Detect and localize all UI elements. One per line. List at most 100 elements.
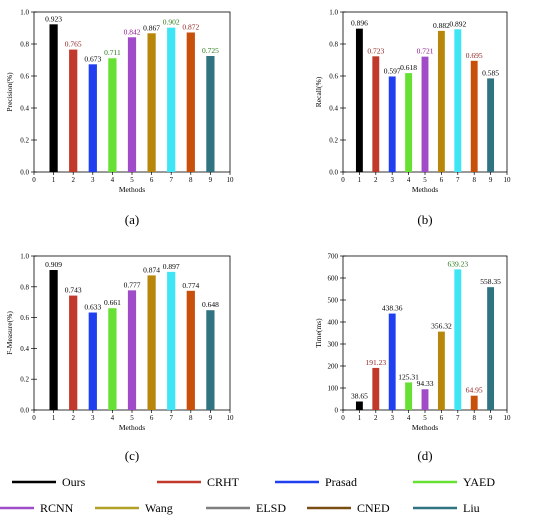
legend-label: CNED: [357, 501, 390, 515]
data-label: 0.725: [202, 46, 219, 55]
x-tick-label: 10: [504, 414, 512, 422]
y-tick-label: 1.0: [20, 253, 29, 261]
panel-letter: (d): [417, 448, 432, 463]
x-tick-label: 6: [440, 414, 444, 422]
x-tick-label: 0: [32, 414, 36, 422]
x-tick-label: 8: [472, 176, 476, 184]
data-label: 0.721: [417, 47, 434, 56]
x-tick-label: 3: [390, 176, 394, 184]
data-label: 0.723: [367, 46, 384, 55]
data-label: 0.909: [45, 260, 62, 269]
data-label: 0.673: [84, 54, 101, 63]
bar: [388, 76, 396, 172]
bar: [470, 60, 478, 172]
bar: [421, 389, 429, 410]
data-label: 0.842: [124, 27, 141, 36]
y-tick-label: 0.6: [20, 314, 29, 322]
bar: [108, 58, 117, 172]
data-label: 0.874: [143, 265, 160, 274]
bar: [69, 49, 78, 172]
y-tick-label: 0.8: [20, 283, 29, 291]
data-label: 94.33: [417, 379, 434, 388]
legend-item: YAED: [413, 475, 495, 489]
y-tick-label: 0.8: [20, 41, 29, 49]
bar: [355, 28, 363, 172]
y-tick-label: 0.2: [20, 376, 29, 384]
bar: [388, 313, 396, 410]
data-label: 0.633: [84, 303, 101, 312]
data-label: 0.882: [433, 21, 450, 30]
x-tick-label: 9: [209, 176, 213, 184]
bar: [487, 287, 495, 410]
bar: [167, 27, 176, 173]
bar: [206, 310, 215, 410]
bar: [421, 56, 429, 172]
x-axis-title: Methods: [412, 185, 438, 194]
y-axis-title: F-Measure(%): [5, 311, 14, 355]
data-label: 0.774: [182, 281, 199, 290]
x-tick-label: 7: [456, 176, 460, 184]
y-tick-label: 400: [328, 319, 339, 327]
chart-panel: 0.0 0.2 0.4 0.6 0.8 1.0 0 1 2 3 4 5 6 7 8 9 10 0.923 0.765…: [5, 9, 234, 228]
x-tick-label: 2: [71, 414, 75, 422]
x-tick-label: 9: [209, 414, 213, 422]
data-label: 64.95: [466, 386, 483, 395]
x-tick-label: 5: [130, 176, 134, 184]
legend-item: RCNN: [0, 501, 74, 515]
x-tick-label: 5: [130, 414, 134, 422]
x-tick-label: 0: [32, 176, 36, 184]
bar: [147, 275, 156, 410]
data-label: 0.695: [466, 51, 483, 60]
data-label: 0.867: [143, 23, 160, 32]
x-tick-label: 3: [390, 414, 394, 422]
data-label: 0.711: [104, 48, 121, 57]
x-tick-label: 0: [341, 414, 345, 422]
x-tick-label: 9: [489, 414, 493, 422]
legend-label: ELSD: [256, 501, 286, 515]
x-tick-label: 2: [71, 176, 75, 184]
y-tick-label: 100: [328, 385, 339, 393]
data-label: 38.65: [351, 391, 368, 400]
x-tick-label: 6: [440, 176, 444, 184]
x-tick-label: 9: [489, 176, 493, 184]
bar: [49, 270, 58, 410]
legend-label: RCNN: [40, 501, 74, 515]
x-tick-label: 6: [150, 176, 154, 184]
x-tick-label: 7: [456, 414, 460, 422]
bar: [437, 331, 445, 410]
x-tick-label: 1: [52, 176, 56, 184]
bar: [186, 32, 195, 173]
y-tick-label: 200: [328, 363, 339, 371]
bar: [437, 30, 445, 172]
legend-label: Liu: [463, 501, 480, 515]
bar: [49, 24, 58, 172]
x-tick-label: 8: [189, 176, 193, 184]
data-label: 125.31: [398, 372, 419, 381]
legend-label: CRHT: [207, 475, 240, 489]
bar: [454, 29, 462, 173]
x-tick-label: 10: [227, 176, 235, 184]
legend-item: CRHT: [157, 475, 240, 489]
bar: [69, 295, 78, 410]
x-tick-label: 3: [91, 176, 95, 184]
bar: [88, 64, 97, 172]
x-tick-label: 7: [169, 414, 173, 422]
y-tick-label: 1.0: [329, 9, 338, 17]
x-tick-label: 6: [150, 414, 154, 422]
y-tick-label: 0.2: [20, 137, 29, 145]
bar: [487, 78, 495, 172]
y-tick-label: 600: [328, 275, 339, 283]
x-tick-label: 4: [111, 176, 115, 184]
bar: [372, 56, 380, 172]
data-label: 356.32: [431, 322, 452, 331]
y-tick-label: 500: [328, 297, 339, 305]
bar: [186, 290, 195, 410]
legend-item: Liu: [413, 501, 480, 515]
chart-panel: 0.0 0.2 0.4 0.6 0.8 1.0 0 1 2 3 4 5 6 7 8 9 10 0.909 0.743…: [5, 253, 234, 464]
bar: [470, 395, 478, 410]
bar: [147, 33, 156, 172]
y-tick-label: 0.8: [329, 41, 338, 49]
data-label: 0.872: [182, 22, 199, 31]
y-tick-label: 0.0: [20, 407, 29, 415]
x-axis-title: Methods: [119, 185, 145, 194]
